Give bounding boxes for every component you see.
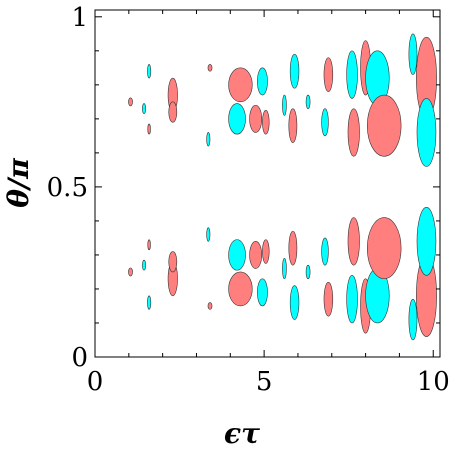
x-tick-label: 0 [87,367,104,397]
positive-contour-region [128,97,133,107]
negative-contour-region [257,278,268,307]
negative-contour-region [282,94,287,116]
positive-contour-region [323,57,334,92]
positive-contour-region [147,239,151,251]
positive-contour-region [288,108,298,143]
contour-regions [128,33,437,341]
positive-contour-region [366,94,402,157]
y-axis-label: θ/π [2,158,35,208]
positive-contour-region [207,64,213,72]
negative-contour-region [206,132,211,147]
negative-contour-region [321,108,329,137]
negative-contour-region [147,64,152,79]
positive-contour-region [288,230,298,266]
negative-contour-region [289,53,300,89]
y-tick-label: 1 [71,3,88,33]
positive-contour-region [228,271,253,307]
negative-contour-region [282,258,287,280]
positive-contour-region [249,104,263,133]
negative-contour-region [147,295,152,310]
positive-contour-region [262,239,270,264]
negative-contour-region [142,259,147,271]
positive-contour-region [128,267,133,277]
negative-contour-region [321,237,329,266]
positive-contour-region [366,217,402,280]
negative-contour-region [257,67,268,96]
negative-contour-region [346,275,358,324]
negative-contour-region [289,285,300,320]
positive-contour-region [228,67,253,103]
positive-contour-region [168,251,178,273]
x-tick-label: 5 [256,367,273,397]
negative-contour-region [142,103,147,115]
negative-contour-region [228,103,246,135]
negative-contour-region [228,239,246,271]
x-tick-label: 10 [417,367,450,397]
positive-contour-region [347,217,360,266]
x-axis-label: ϵτ [224,417,260,450]
negative-contour-region [416,98,437,167]
positive-contour-region [147,123,151,135]
positive-contour-region [347,108,360,157]
negative-contour-region [346,50,358,99]
negative-contour-region [305,94,311,109]
y-tick-label: 0.5 [47,173,88,203]
plot-frame [94,9,441,358]
axis-ticks [94,10,440,358]
positive-contour-region [323,281,334,317]
negative-contour-region [305,264,311,280]
negative-contour-region [408,33,418,75]
negative-contour-region [206,227,211,242]
negative-contour-region [408,298,418,341]
positive-contour-region [207,302,213,310]
negative-contour-region [416,207,437,276]
positive-contour-region [249,241,263,269]
tick-labels: 0 5 10 0 0.5 1 [47,3,450,397]
positive-contour-region [168,101,178,123]
positive-contour-region [262,110,270,135]
y-tick-label: 0 [71,343,88,373]
